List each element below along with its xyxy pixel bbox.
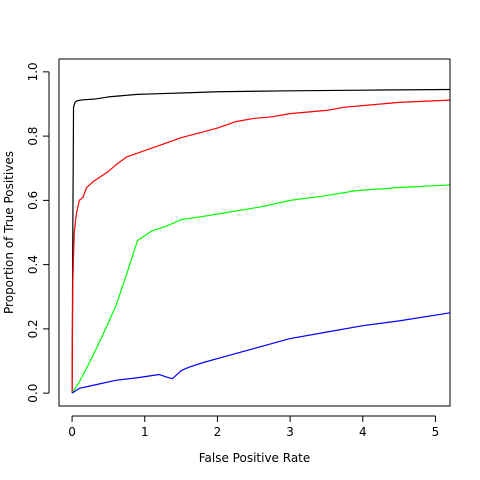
y-tick-label: 0.6 xyxy=(26,191,40,210)
x-tick-label: 5 xyxy=(432,425,440,439)
x-axis: 0 1 2 3 4 5 xyxy=(68,415,440,439)
y-tick-label: 0.0 xyxy=(26,384,40,403)
x-tick-label: 0 xyxy=(68,425,76,439)
y-tick-label: 0.8 xyxy=(26,127,40,146)
series-layer xyxy=(71,88,451,394)
series-line-2 xyxy=(71,99,451,394)
x-tick-label: 3 xyxy=(286,425,294,439)
series-line-4 xyxy=(71,312,451,394)
y-axis-title: Proportion of True Positives xyxy=(2,151,16,314)
y-tick-label: 1.0 xyxy=(26,62,40,81)
y-tick-label: 0.4 xyxy=(26,255,40,274)
series-line-3 xyxy=(71,184,451,394)
y-tick-label: 0.2 xyxy=(26,319,40,338)
series-line-1 xyxy=(71,88,451,394)
plot-frame xyxy=(58,58,451,407)
x-tick-label: 1 xyxy=(141,425,149,439)
x-tick-label: 4 xyxy=(359,425,367,439)
x-axis-title: False Positive Rate xyxy=(199,451,311,465)
x-tick-label: 2 xyxy=(214,425,222,439)
y-axis: 0.0 0.2 0.4 0.6 0.8 1.0 xyxy=(26,62,50,403)
